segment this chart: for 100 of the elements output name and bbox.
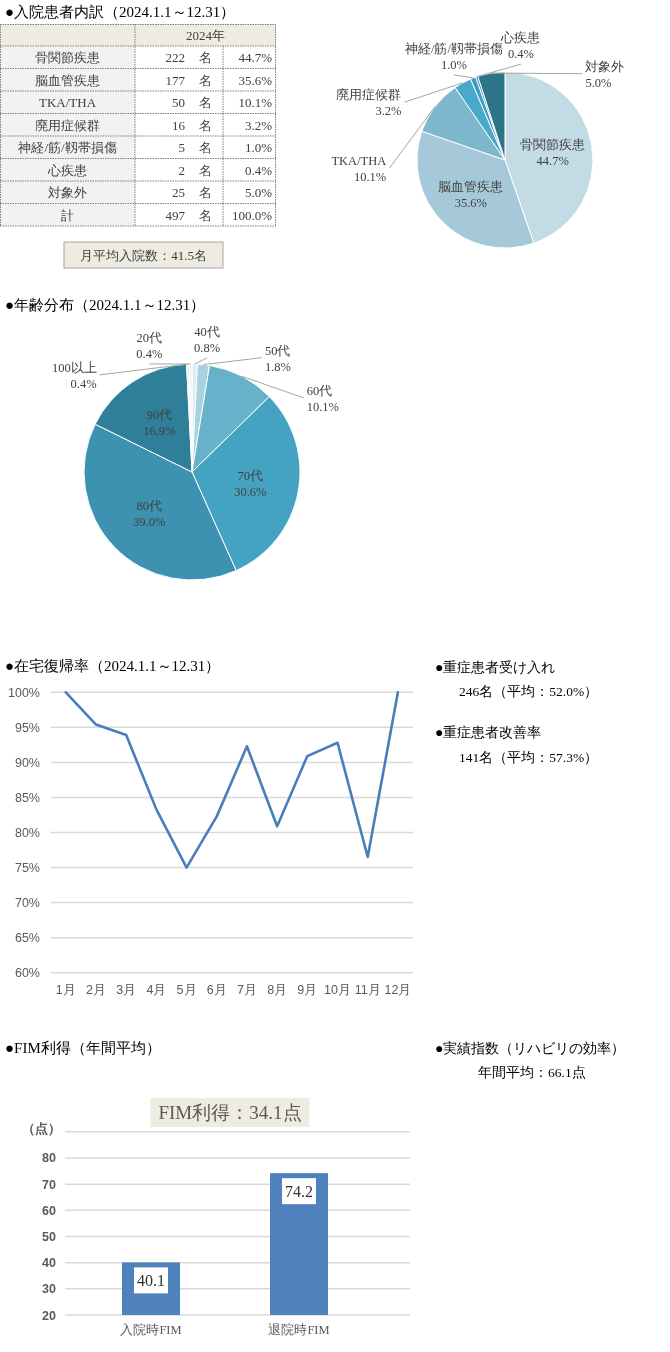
x-tick-label: 7月 [236,982,257,997]
text: 名 [198,95,212,110]
x-tick-label: 8月 [267,982,288,997]
text: 10.1% [238,95,273,110]
data-label: 10.1% [306,399,339,414]
text: 月平均入院数：41.5名 [80,248,207,263]
data-label: 39.0% [133,515,166,530]
y-tick-label: 60% [14,966,40,981]
x-tick-label: 10月 [324,982,351,997]
text: 100.0% [231,207,273,223]
y-tick-label: 100% [8,685,40,700]
text: 名 [198,50,212,65]
y-tick-label: 95% [14,720,40,735]
x-tick-label: 5月 [176,982,197,997]
text: FIM利得：34.1点 [158,1102,302,1123]
x-tick-label: 2月 [86,982,106,997]
slice-label: 脳血管疾患 [438,180,504,195]
data-label: 10.1% [354,170,387,185]
y-tick-label: 80 [42,1151,57,1166]
text: 名 [198,117,212,133]
y-tick-label: 85% [14,790,40,805]
slice-label: 70代 [237,469,264,484]
text: 名 [198,72,212,88]
chart-title: ●FIM利得（年間平均） [5,1040,161,1056]
text: 骨関節疾患 [35,50,100,65]
text: 名 [198,207,212,223]
y-tick-label: 40 [42,1256,57,1271]
data-label: 44.7% [536,153,569,168]
slice-label: 40代 [194,324,220,339]
data-label: 0.4% [70,376,97,391]
text: 25 [172,185,185,200]
text: 177 [165,72,186,88]
slice-label: 90代 [146,408,173,423]
text: ●重症患者改善率 [435,724,542,740]
x-tick-label: 3月 [116,982,137,997]
slice-label: 20代 [136,330,163,345]
text: 年間平均：66.1点 [478,1065,586,1080]
slice-label: 80代 [136,499,162,514]
text: 心疾患 [47,162,87,178]
text: 5.0% [244,185,273,200]
data-label: 1.0% [440,57,467,72]
text: 0.4% [244,162,273,178]
data-label: 35.6% [454,196,487,211]
data-label: 0.4% [136,346,163,361]
x-tick-label: 入院時FIM [120,1322,182,1337]
text: 2024年 [186,28,225,43]
y-tick-label: 60 [42,1203,57,1218]
data-label: 1.8% [264,359,291,374]
text: 3.2% [244,117,273,133]
text: 222 [165,50,185,65]
text: 神経/筋/靱帯損傷 [18,140,117,155]
chart-title: ●在宅復帰率（2024.1.1～12.31） [5,658,221,674]
x-tick-label: 9月 [297,982,318,997]
data-label: 0.8% [194,340,221,355]
y-tick-label: 65% [14,931,40,946]
y-tick-label: 50 [42,1229,57,1244]
text: 2 [178,162,185,178]
data-label: 5.0% [585,75,612,90]
slice-label: 骨関節疾患 [520,137,586,152]
y-tick-label: 80% [14,826,40,840]
y-tick-label: 20 [42,1308,57,1323]
text: TKA/THA [38,95,97,110]
slice-label: 50代 [264,343,291,358]
text: ●実績指数（リハビリの効率） [435,1041,626,1056]
text: 廃用症候群 [35,117,100,133]
text: 141名（平均：57.3%） [459,750,599,765]
x-tick-label: 退院時FIM [268,1322,330,1337]
x-tick-label: 1月 [55,982,76,997]
x-tick-label: 12月 [384,982,412,997]
text: ●重症患者受け入れ [435,660,556,675]
y-tick-label: 70% [14,896,40,911]
chart-title: ●年齢分布（2024.1.1～12.31） [5,297,206,313]
text: 5 [178,140,185,155]
text: 名 [198,140,212,155]
y-tick-label: 90% [14,755,40,770]
text: 名 [198,162,212,178]
data-label: 30.6% [234,485,267,500]
text: 35.6% [238,72,273,88]
data-label: 0.4% [507,47,534,62]
text: 246名（平均：52.0%） [459,684,599,699]
slice-label: 対象外 [585,58,625,74]
slice-label: TKA/THA [331,154,387,169]
text: 497 [165,207,186,223]
data-label: 16.9% [143,424,176,439]
y-tick-label: 70 [42,1177,57,1192]
text: 1.0% [244,140,273,155]
text: 脳血管疾患 [35,72,100,88]
y-tick-label: 30 [42,1282,57,1297]
data-label: 74.2 [285,1183,313,1201]
x-tick-label: 11月 [354,982,381,997]
slice-label: 廃用症候群 [336,88,402,103]
text: 16 [172,117,186,133]
text: 50 [172,95,185,110]
x-tick-label: 6月 [206,982,227,997]
y-axis-title: （点） [21,1121,61,1136]
text: 44.7% [238,50,273,65]
data-label: 3.2% [375,104,402,119]
text: 名 [198,185,212,200]
data-label: 40.1 [137,1272,165,1290]
y-tick-label: 75% [14,861,40,876]
